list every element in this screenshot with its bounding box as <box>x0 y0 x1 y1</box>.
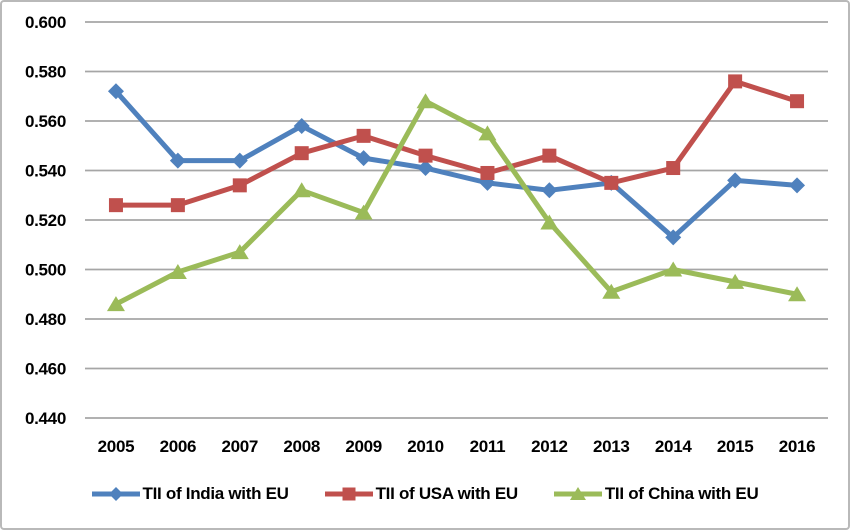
y-tick-label: 0.500 <box>25 261 66 280</box>
square-marker <box>542 148 557 163</box>
triangle-marker <box>292 182 311 198</box>
diamond-marker <box>665 229 682 246</box>
diamond-marker <box>293 117 310 134</box>
y-tick-label: 0.540 <box>25 162 66 181</box>
y-tick-label: 0.580 <box>25 63 66 82</box>
x-tick-label: 2008 <box>283 437 320 456</box>
legend-item-usa: TII of USA with EU <box>324 484 519 504</box>
square-marker <box>604 175 619 190</box>
x-tick-label: 2012 <box>531 437 568 456</box>
x-tick-label: 2013 <box>593 437 630 456</box>
legend-label: TII of India with EU <box>142 484 289 503</box>
square-marker <box>170 198 185 213</box>
y-tick-label: 0.520 <box>25 211 66 230</box>
x-tick-label: 2009 <box>345 437 382 456</box>
chart-legend: TII of India with EU TII of USA with EU TI… <box>2 484 848 504</box>
x-tick-label: 2015 <box>717 437 754 456</box>
series-china-line <box>114 98 798 307</box>
series-usa-line <box>115 78 798 208</box>
triangle-marker <box>106 296 125 312</box>
x-tick-label: 2011 <box>470 437 506 456</box>
series-china <box>106 93 807 312</box>
square-marker <box>790 94 805 109</box>
y-tick-label: 0.480 <box>25 310 66 329</box>
x-tick-label: 2010 <box>407 437 444 456</box>
diamond-marker <box>231 152 248 169</box>
square-marker <box>294 146 309 161</box>
square-marker <box>418 148 433 163</box>
diamond-marker <box>789 177 806 194</box>
legend-label: TII of USA with EU <box>375 484 519 503</box>
square-legend-marker-icon <box>324 487 373 501</box>
diamond-marker <box>541 182 558 199</box>
y-tick-label: 0.600 <box>25 13 66 32</box>
diamond-marker <box>169 152 186 169</box>
x-tick-label: 2006 <box>160 437 197 456</box>
diamond-legend-marker-icon <box>91 487 140 501</box>
triangle-marker <box>478 125 497 141</box>
legend-item-india: TII of India with EU <box>91 484 289 504</box>
y-tick-label: 0.460 <box>25 360 66 379</box>
triangle-marker <box>788 286 807 302</box>
x-tick-label: 2016 <box>779 437 816 456</box>
y-tick-label: 0.440 <box>25 409 66 428</box>
series-usa <box>108 74 805 213</box>
y-tick-label: 0.560 <box>25 112 66 131</box>
triangle-marker <box>230 244 249 260</box>
triangle-marker <box>416 93 435 109</box>
diamond-marker <box>417 160 434 177</box>
triangle-marker <box>664 261 683 277</box>
x-tick-label: 2014 <box>655 437 692 456</box>
triangle-marker <box>168 263 187 279</box>
triangle-marker <box>540 214 559 230</box>
square-marker <box>480 165 495 180</box>
x-tick-label: 2007 <box>221 437 258 456</box>
square-marker <box>666 161 681 176</box>
square-marker <box>232 178 247 193</box>
triangle-marker <box>354 204 373 220</box>
series-india-line <box>114 89 798 240</box>
diamond-marker <box>107 83 124 100</box>
square-marker <box>356 128 371 143</box>
legend-item-china: TII of China with EU <box>553 484 759 504</box>
triangle-marker <box>726 273 745 289</box>
triangle-marker <box>602 283 621 299</box>
square-marker <box>108 198 123 213</box>
legend-label: TII of China with EU <box>604 484 759 503</box>
x-tick-label: 2005 <box>98 437 135 456</box>
diamond-marker <box>727 172 744 189</box>
triangle-legend-marker-icon <box>553 487 602 500</box>
diamond-marker <box>355 150 372 167</box>
square-marker <box>728 74 743 89</box>
